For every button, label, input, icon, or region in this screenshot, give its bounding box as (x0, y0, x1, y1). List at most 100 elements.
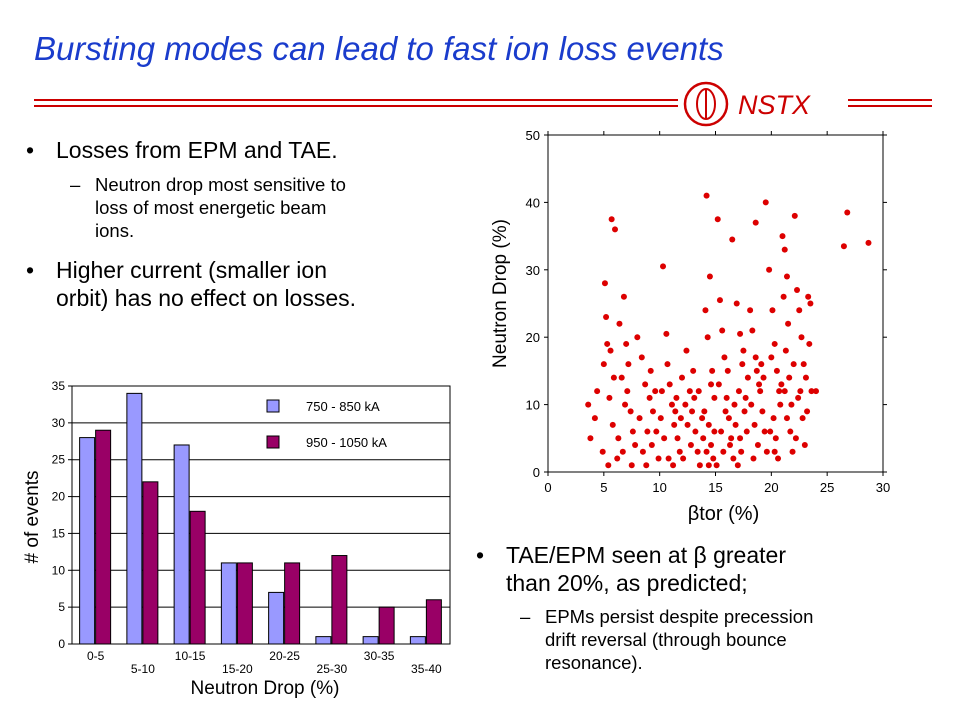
x-tick-label: 15-20 (222, 662, 253, 676)
scatter-point (674, 435, 681, 442)
scatter-point (801, 442, 808, 449)
scatter-point (795, 394, 802, 401)
scatter-point (636, 415, 643, 422)
slide-title: Bursting modes can lead to fast ion loss… (34, 30, 724, 67)
title-rule-right-2 (848, 105, 932, 107)
scatter-point (786, 374, 793, 381)
scatter-point (743, 428, 750, 435)
scatter-point (782, 347, 789, 354)
scatter-point (661, 435, 668, 442)
scatter-point (865, 239, 872, 246)
scatter-point (733, 300, 740, 307)
scatter-point (805, 293, 812, 300)
scatter-point (599, 448, 606, 455)
scatter-point (695, 388, 702, 395)
scatter-point (771, 448, 778, 455)
scatter-point (807, 300, 814, 307)
sub-bullet-line: ions. (95, 220, 135, 241)
scatter-point (761, 428, 768, 435)
sub-bullet-line: drift reversal (through bounce (545, 629, 787, 650)
x-tick-label: 0-5 (87, 649, 105, 663)
bar (362, 636, 379, 645)
scatter-point (792, 435, 799, 442)
x-axis-label: βtor (%) (688, 503, 760, 525)
y-tick-label: 25 (52, 453, 66, 467)
scatter-point (703, 448, 710, 455)
scatter-point (714, 216, 721, 223)
scatter-point (652, 388, 659, 395)
scatter-point (779, 233, 786, 240)
scatter-point (703, 192, 710, 199)
scatter-point (804, 408, 811, 415)
scatter-point (690, 367, 697, 374)
bar (425, 599, 442, 645)
scatter-point (780, 293, 787, 300)
bottom-bullets: TAE/EPM seen at β greater than 20%, as p… (470, 541, 950, 674)
y-axis-label: Neutron Drop (%) (490, 219, 511, 368)
scatter-point (665, 455, 672, 462)
scatter-point (683, 347, 690, 354)
scatter-point (618, 374, 625, 381)
bullet-line: than 20%, as predicted; (506, 570, 748, 596)
scatter-point (844, 209, 851, 216)
scatter-point (600, 361, 607, 368)
scatter-point (773, 367, 780, 374)
scatter-point (632, 442, 639, 449)
bullet-line: Higher current (smaller ion (56, 257, 327, 283)
scatter-point (608, 216, 615, 223)
scatter-point (791, 212, 798, 219)
scatter-point (687, 442, 694, 449)
title-rule-left-2 (34, 105, 678, 107)
scatter-point (729, 236, 736, 243)
x-tick-label: 25-30 (317, 662, 348, 676)
scatter-point (731, 401, 738, 408)
scatter-point (672, 408, 679, 415)
bullet-losses: Losses from EPM and TAE. (20, 136, 480, 164)
scatter-point (663, 330, 670, 337)
scatter-point (705, 421, 712, 428)
sub-bullet-line: EPMs persist despite precession (545, 606, 814, 627)
scatter-point (783, 415, 790, 422)
scatter-point (777, 401, 784, 408)
scatter-point (591, 415, 598, 422)
scatter-point (673, 394, 680, 401)
scatter-point (604, 340, 611, 347)
scatter-point (702, 307, 709, 314)
x-tick-label: 20 (764, 480, 778, 495)
y-tick-label: 10 (526, 398, 540, 413)
scatter-point (781, 246, 788, 253)
scatter-point (670, 462, 677, 469)
scatter-point (700, 435, 707, 442)
bar-chart: 0 5 10 15 20 25 30 35 0-5 5-10 10-15 15-20 20-25 25-3… (22, 379, 451, 699)
x-tick-label: 35-40 (411, 662, 442, 676)
x-tick-label: 0 (544, 480, 551, 495)
y-tick-label: 50 (526, 128, 540, 143)
bar (236, 562, 253, 645)
scatter-point (716, 297, 723, 304)
scatter-point (737, 435, 744, 442)
scatter-point (686, 388, 693, 395)
scatter-point (646, 394, 653, 401)
x-tick-label: 20-25 (269, 649, 300, 663)
scatter-point (840, 243, 847, 250)
scatter-point (752, 354, 759, 361)
scatter-point (655, 455, 662, 462)
bar (331, 555, 348, 645)
title-rule-left (34, 99, 678, 101)
scatter-point (660, 263, 667, 270)
legend-swatch (266, 399, 280, 413)
x-tick-label: 30-35 (364, 649, 395, 663)
scatter-point (668, 401, 675, 408)
scatter-point (680, 455, 687, 462)
scatter-point (610, 374, 617, 381)
scatter-point (657, 415, 664, 422)
scatter-point (679, 374, 685, 381)
scatter-point (585, 401, 592, 408)
scatter-point (723, 394, 730, 401)
bar (284, 562, 301, 645)
scatter-point (638, 354, 645, 361)
scatter-point (776, 388, 783, 395)
scatter-point (664, 361, 671, 368)
scatter-point (787, 428, 794, 435)
scatter-point (623, 340, 630, 347)
